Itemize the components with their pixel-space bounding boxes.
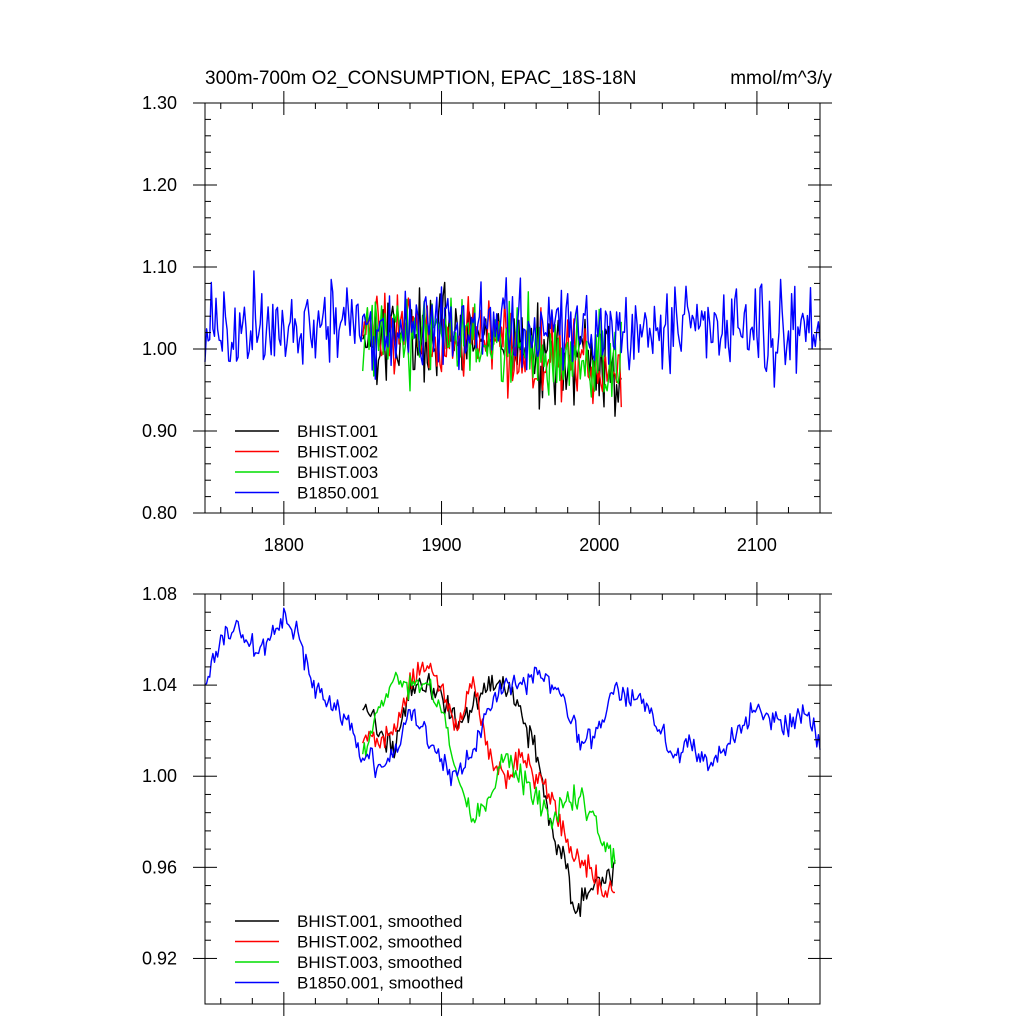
top-x-tick-label: 1900 [422, 535, 462, 555]
top-series-line-bhist-003 [362, 291, 622, 398]
top-plot-frame [204, 102, 821, 514]
top-ticks-group: 1800 1900 2000 2100 0.80 0.90 1.00 1.10 1.20 1.30 [142, 91, 832, 555]
bottom-y-tick-label: 1.08 [142, 584, 177, 604]
top-y-tick-label: 1.00 [142, 339, 177, 359]
bottom-series-line-b1850-001-smoothed [204, 607, 821, 787]
top-y-tick-label: 0.80 [142, 503, 177, 523]
bottom-y-tick-label: 1.00 [142, 766, 177, 786]
top-y-tick-label: 1.10 [142, 257, 177, 277]
top-y-tick-label: 1.20 [142, 175, 177, 195]
top-legend-label: BHIST.002 [297, 443, 378, 462]
bottom-series-group [204, 607, 821, 917]
bottom-legend-label: BHIST.001, smoothed [297, 912, 462, 931]
bottom-y-tick-label: 0.92 [142, 948, 177, 968]
bottom-legend: BHIST.001, smoothed BHIST.002, smoothedBH… [235, 912, 463, 993]
bottom-series-line-bhist-002-smoothed [362, 661, 616, 898]
top-series-group [204, 270, 821, 417]
bottom-series-line-bhist-001-smoothed [362, 672, 616, 917]
top-x-tick-label: 1800 [264, 535, 304, 555]
bottom-legend-label: BHIST.003, smoothed [297, 953, 462, 972]
bottom-legend-label: B1850.001, smoothed [297, 974, 463, 993]
bottom-y-tick-label: 1.04 [142, 675, 177, 695]
top-series-line-b1850-001 [204, 270, 821, 388]
top-legend-label: B1850.001 [297, 484, 379, 503]
bottom-series-line-bhist-003-smoothed [362, 671, 616, 869]
top-panel: 300m-700m O2_CONSUMPTION, EPAC_18S-18N m… [142, 68, 833, 555]
bottom-y-tick-label: 0.96 [142, 857, 177, 877]
bottom-plot-frame [204, 593, 821, 1005]
top-x-tick-label: 2100 [737, 535, 777, 555]
top-y-tick-label: 1.30 [142, 93, 177, 113]
top-panel-title: 300m-700m O2_CONSUMPTION, EPAC_18S-18N [205, 68, 637, 89]
top-y-tick-label: 0.90 [142, 421, 177, 441]
top-x-tick-label: 2000 [579, 535, 619, 555]
top-panel-units: mmol/m^3/y [730, 68, 832, 89]
bottom-panel: 0.92 0.96 1.00 1.04 1.08 BHIST.001, smoothed… [142, 582, 832, 1016]
bottom-legend-label: BHIST.002, smoothed [297, 933, 462, 952]
bottom-ticks-group: 0.92 0.96 1.00 1.04 1.08 [142, 582, 832, 1016]
top-legend-label: BHIST.001 [297, 422, 378, 441]
top-legend-label: BHIST.003 [297, 463, 378, 482]
